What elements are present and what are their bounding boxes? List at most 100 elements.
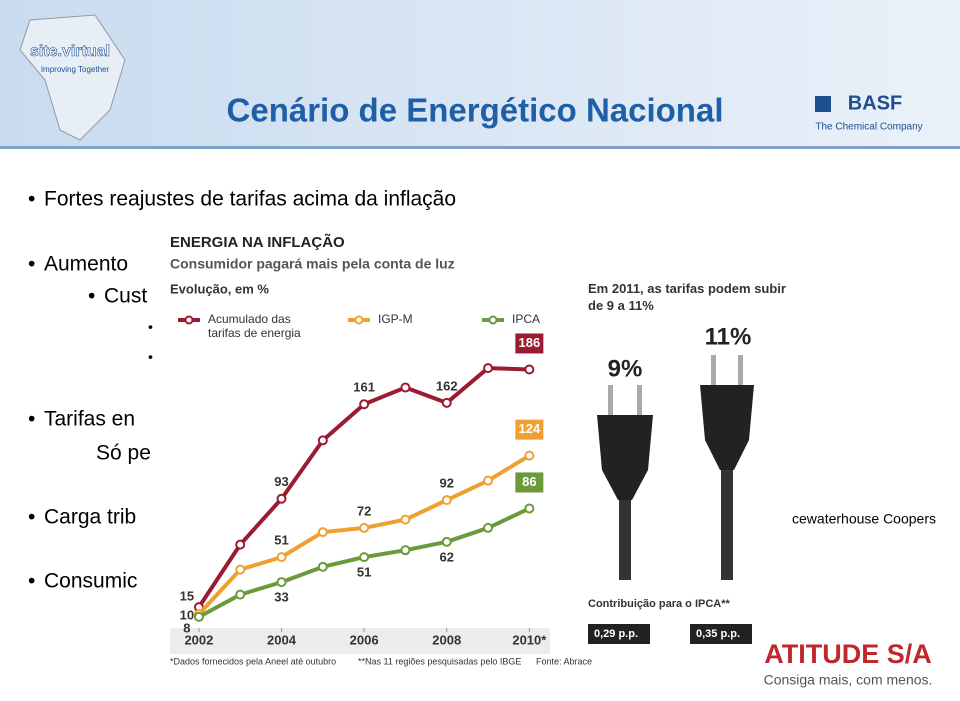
plug-heading: Em 2011, as tarifas podem subir de 9 a 11… (588, 281, 786, 313)
plug-panel: Em 2011, as tarifas podem subir de 9 a 11… (588, 281, 786, 644)
data-point (483, 475, 494, 486)
bullet: Fortes reajustes de tarifas acima da inf… (44, 188, 456, 211)
logo-right-tagline: The Chemical Company (815, 122, 922, 133)
data-point (276, 552, 287, 563)
chart-subtitle: Consumidor pagará mais pela conta de luz (170, 256, 455, 272)
basf-square (815, 96, 831, 112)
logo-right: BASF (848, 92, 902, 114)
bullet-dot: • (28, 408, 35, 431)
plug-value: 0,29 p.p. (594, 628, 638, 640)
data-point (524, 450, 535, 461)
legend-label: Acumulado das tarifas de energia (208, 312, 301, 340)
data-point (193, 611, 204, 622)
data-point (524, 503, 535, 514)
value-label: 124 (518, 421, 540, 436)
data-point (441, 495, 452, 506)
value-label-box (515, 333, 544, 354)
bullet-dot: • (148, 319, 153, 335)
plug-body (597, 415, 653, 500)
footer-logo: ATITUDE S/A (764, 639, 932, 669)
side-note: cewaterhouse Coopers (792, 511, 936, 527)
data-point (317, 561, 328, 572)
x-tick-label: 2008 (432, 632, 461, 647)
data-point (359, 522, 370, 533)
data-point (359, 552, 370, 563)
logo-left: site.virtual (30, 43, 110, 60)
bullet-dot: • (88, 285, 95, 308)
chart-title: ENERGIA NA INFLAÇÃO (170, 233, 345, 251)
data-point (400, 382, 411, 393)
value-box (588, 624, 650, 644)
bullet: Aumento (44, 253, 128, 276)
plug-cable (721, 470, 733, 580)
value-label: 161 (353, 380, 375, 395)
value-label: 162 (436, 378, 458, 393)
data-point (524, 364, 535, 375)
bullet-dot: • (28, 570, 35, 593)
data-point (235, 539, 246, 550)
chart-note: *Dados fornecidos pela Aneel até outubro (170, 656, 336, 666)
footer-tagline: Consiga mais, com menos. (764, 672, 933, 688)
bullet: Carga trib (44, 506, 136, 529)
legend-marker (184, 315, 194, 325)
value-label-box (515, 472, 544, 493)
bullet-dot: • (148, 349, 153, 365)
plug-value: 0,35 p.p. (696, 628, 740, 640)
bullet-dot: • (28, 188, 35, 211)
bullet-dot: • (28, 506, 35, 529)
x-tick-label: 2004 (267, 632, 297, 647)
data-point (441, 536, 452, 547)
value-label: 10 (180, 608, 194, 623)
value-label: 33 (274, 590, 288, 605)
x-tick-label: 2010* (512, 632, 547, 647)
data-point (276, 577, 287, 588)
bullet-dot: • (28, 253, 35, 276)
value-box (690, 624, 752, 644)
plug-label: 9% (608, 355, 643, 382)
data-point (317, 527, 328, 538)
plug-pin (738, 355, 743, 385)
chart-note: Fonte: Abrace (536, 656, 592, 666)
bullet: Consumic (44, 570, 137, 593)
header-band (0, 0, 960, 148)
value-label: 62 (440, 549, 454, 564)
x-tick-label: 2002 (184, 632, 213, 647)
data-point (483, 522, 494, 533)
data-point (400, 514, 411, 525)
y-axis-label: Evolução, em % (170, 281, 269, 296)
data-point (235, 564, 246, 575)
bullet: Tarifas en (44, 408, 135, 431)
data-point (483, 363, 494, 374)
value-label: 86 (522, 474, 536, 489)
chart: 2002 2004 2006 2008 2010* Acumulado das tarifa… (178, 312, 547, 647)
legend-label: IPCA (512, 312, 540, 326)
value-label: 51 (357, 565, 371, 580)
value-label: 92 (440, 476, 454, 491)
data-point (359, 399, 370, 410)
legend-marker (488, 315, 498, 325)
header-rule (0, 146, 960, 149)
data-point (276, 493, 287, 504)
x-axis-band (170, 628, 550, 654)
plug-pin (711, 355, 716, 385)
legend-marker (354, 315, 364, 325)
plug-body (700, 385, 754, 470)
plug-pin (637, 385, 642, 415)
value-label: 51 (274, 533, 288, 548)
value-label: 15 (180, 589, 194, 604)
plug-footer: Contribuição para o IPCA** (588, 598, 731, 610)
x-tick-label: 2006 (350, 632, 379, 647)
value-label: 8 (183, 620, 190, 635)
data-point (400, 545, 411, 556)
value-label: 93 (274, 474, 288, 489)
plug-pin (608, 385, 613, 415)
chart-panel (160, 230, 775, 670)
value-label: 186 (518, 335, 540, 350)
value-label-box (515, 419, 544, 440)
slide-title: Cenário de Energético Nacional (227, 92, 724, 129)
bullet: Cust (104, 285, 147, 308)
bullet: Só pe (96, 442, 151, 465)
legend-label: IGP-M (378, 312, 413, 326)
